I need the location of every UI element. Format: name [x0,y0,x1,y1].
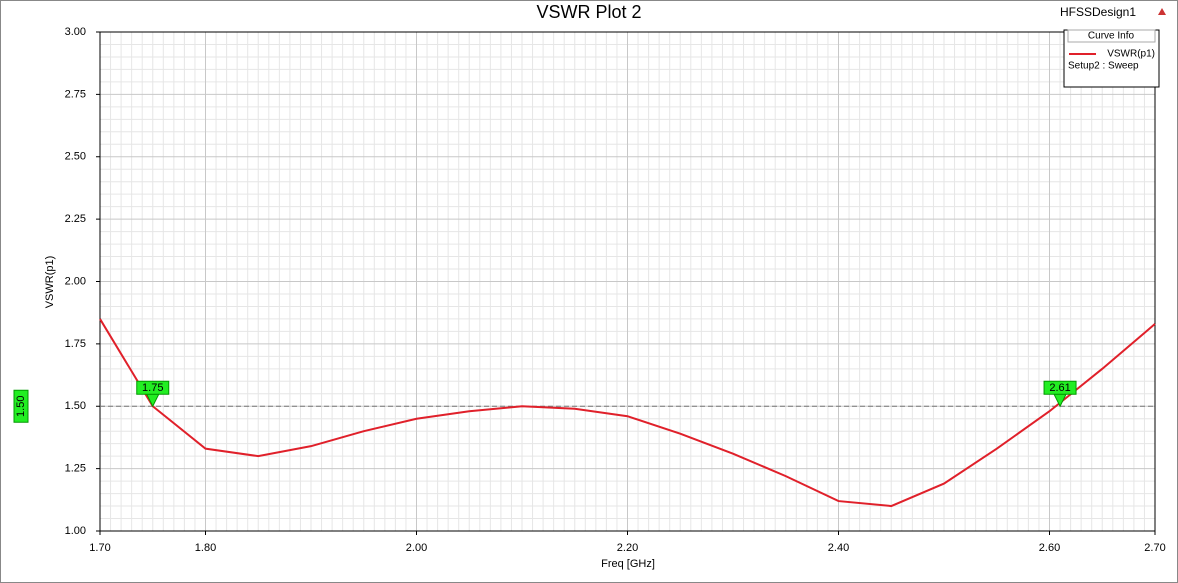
reference-label-box [13,389,29,423]
grid: 1.00 1.25 1.50 1.75 2.00 2.25 2.50 2.75 3.00 1.70… [65,26,1166,554]
chart-title: VSWR Plot 2 [536,2,641,22]
marker-label-box [1043,380,1077,395]
marker: 1.75 [136,380,170,408]
x-tick-label: 1.80 [195,542,216,554]
marker: 2.61 [1043,380,1077,408]
y-tick-label: 1.00 [65,525,86,537]
x-tick-label: 2.40 [828,542,849,554]
design-name: HFSSDesign1 [1060,5,1136,19]
marker-label: 2.61 [1049,382,1070,394]
series-line [99,318,1156,508]
y-tick-label: 1.75 [65,338,86,350]
y-tick-label: 2.50 [65,151,86,163]
y-tick-label: 3.00 [65,26,86,38]
x-tick-label: 1.70 [89,542,110,554]
legend: Curve Info VSWR(p1) Setup2 : Sweep [1063,29,1160,88]
y-tick-label: 2.25 [65,213,86,225]
x-tick-label: 2.60 [1039,542,1060,554]
design-icon [1158,8,1166,15]
y-tick-label: 2.75 [65,88,86,100]
plot-border [99,31,1156,532]
reference-label: 1.50 [15,396,27,417]
legend-entry: VSWR(p1) [1107,49,1155,60]
x-tick-label: 2.00 [406,542,427,554]
y-tick-label: 1.25 [65,463,86,475]
marker-label-box [136,380,170,395]
legend-title: Curve Info [1088,31,1135,42]
marker-label: 1.75 [142,382,163,394]
legend-title-box [1067,29,1156,43]
y-tick-label: 1.50 [65,400,86,412]
x-axis-label: Freq [GHz] [601,558,655,570]
x-tick-label: 2.20 [617,542,638,554]
legend-solution: Setup2 : Sweep [1068,61,1139,72]
x-tick-label: 2.70 [1144,542,1165,554]
y-axis-label: VSWR(p1) [44,256,56,309]
y-tick-label: 2.00 [65,275,86,287]
